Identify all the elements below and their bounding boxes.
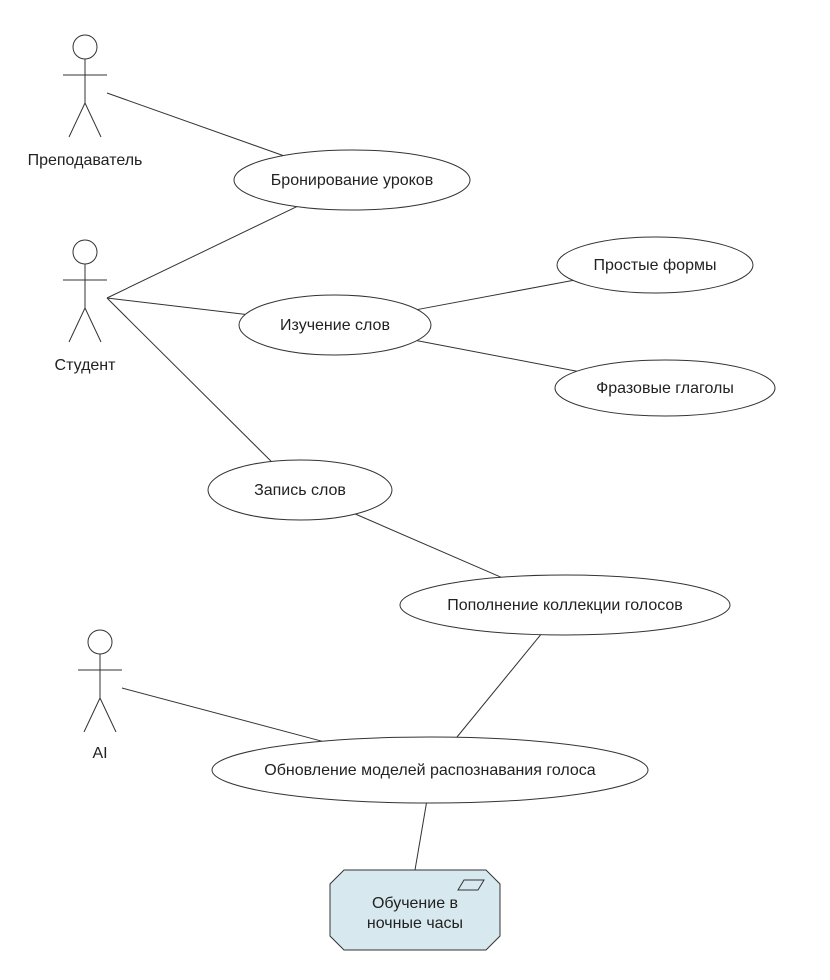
association-edge — [457, 635, 541, 738]
association-edge — [417, 341, 577, 372]
association-edge — [107, 93, 283, 156]
use-case-diagram: Преподаватель Студент AI Бронирование уроко… — [0, 0, 830, 980]
usecase-label-phrasal_verbs: Фразовые глаголы — [596, 380, 734, 397]
association-edge — [415, 803, 426, 870]
usecase-label-learning: Изучение слов — [280, 317, 390, 334]
association-edge — [107, 298, 245, 314]
actor-ai — [78, 630, 122, 732]
actor-label-ai: AI — [92, 745, 107, 762]
usecase-label-updating: Обновление моделей распознавания голоса — [264, 762, 595, 779]
actor-label-teacher: Преподаватель — [28, 152, 143, 169]
usecase-label-collection: Пополнение коллекции голосов — [447, 597, 683, 614]
usecase-label-simple_forms: Простые формы — [594, 257, 717, 274]
note-text-line1: Обучение в — [372, 895, 458, 912]
note-text-line2: ночные часы — [367, 915, 463, 932]
association-edge — [122, 688, 322, 741]
association-edge — [355, 514, 501, 577]
association-edge — [417, 280, 573, 309]
actor-teacher — [63, 35, 107, 137]
association-edge — [107, 207, 297, 298]
actor-label-student: Студент — [55, 357, 117, 374]
usecase-label-booking: Бронирование уроков — [271, 172, 433, 189]
actor-student — [63, 240, 107, 342]
usecase-label-recording: Запись слов — [254, 482, 346, 499]
nodes-layer: Преподаватель Студент AI Бронирование уроко… — [28, 35, 775, 950]
